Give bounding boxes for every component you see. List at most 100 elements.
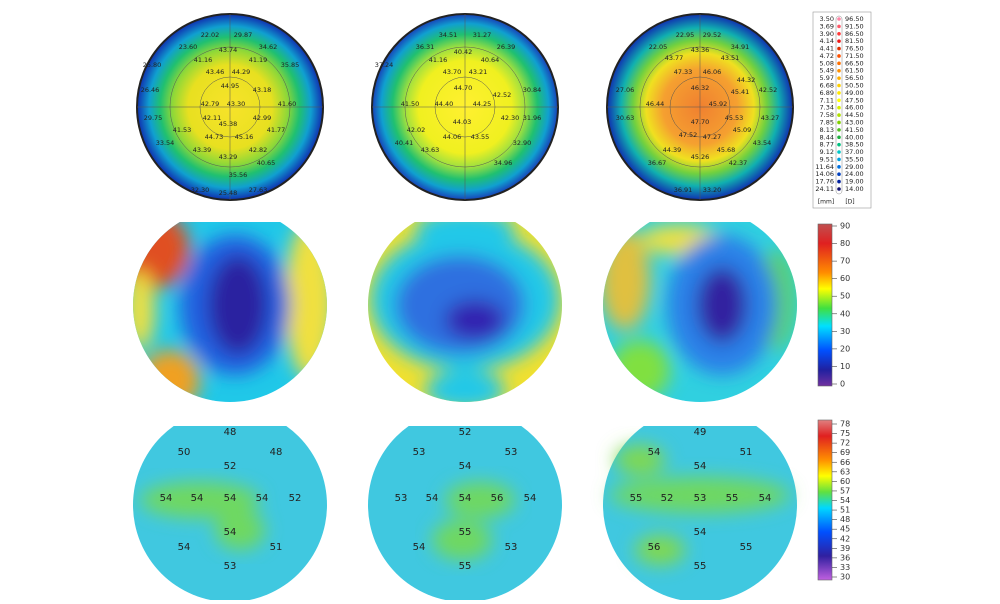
epithelium-value: 52 (661, 493, 674, 504)
scale-swatch (837, 46, 841, 51)
topography-value: 43.74 (219, 46, 238, 54)
topography-value: 41.77 (267, 126, 286, 134)
topography-value: 44.32 (737, 76, 756, 84)
tick-label: 80 (840, 239, 850, 248)
tick-label: 40 (840, 309, 850, 318)
topography-value: 42.52 (759, 86, 778, 94)
topography-value: 45.41 (731, 88, 750, 96)
topography-value: 45.53 (725, 114, 744, 122)
mm-label: 11.64 (815, 163, 834, 171)
topography-value: 34.51 (439, 31, 458, 39)
topography-value: 43.30 (227, 100, 246, 108)
epithelium-value: 48 (224, 427, 237, 438)
topography-value: 44.73 (205, 133, 224, 141)
diopter-label: 76.50 (845, 45, 864, 53)
topography-value: 42.82 (249, 146, 268, 154)
diopter-label: 14.00 (845, 185, 864, 193)
scale-swatch (837, 142, 841, 147)
topography-value: 33.54 (156, 139, 175, 147)
tick-label: 54 (840, 496, 850, 505)
thickness-map (133, 222, 327, 402)
diopter-label: 24.00 (845, 170, 864, 178)
epithelium-value: 51 (270, 542, 283, 553)
mm-label: 7.34 (820, 104, 834, 112)
epithelium-value: 53 (505, 447, 518, 458)
topography-value: 43.77 (665, 54, 684, 62)
topography-value: 35.56 (229, 171, 248, 179)
diopter-label: 56.50 (845, 74, 864, 82)
scale-swatch (837, 31, 841, 36)
tick-label: 51 (840, 506, 850, 515)
mm-label: 6.89 (820, 89, 834, 97)
epithelium-value: 54 (178, 542, 191, 553)
epithelium-value: 54 (759, 493, 772, 504)
topography-value: 34.62 (259, 43, 278, 51)
topography-value: 46.44 (646, 100, 665, 108)
scale-swatch (837, 128, 841, 132)
epithelium-value: 50 (178, 447, 191, 458)
diopter-label: 41.50 (845, 126, 864, 134)
scale-swatch (837, 24, 841, 29)
tick-label: 57 (840, 486, 850, 495)
mm-label: 8.77 (820, 141, 834, 149)
tick-label: 10 (840, 362, 850, 371)
topography-value: 43.46 (206, 68, 225, 76)
topography-value: 40.64 (481, 56, 500, 64)
mm-label: 3.50 (820, 15, 834, 23)
mm-label: 3.90 (820, 30, 834, 38)
epithelium-value: 53 (224, 561, 237, 572)
topography-value: 41.16 (194, 56, 213, 64)
epithelium-value: 53 (413, 447, 426, 458)
topography-value: 44.06 (443, 133, 462, 141)
scale-swatch (837, 39, 841, 43)
topography-value: 31.96 (523, 114, 542, 122)
diopter-label: 46.00 (845, 104, 864, 112)
epithelium-value: 54 (160, 493, 173, 504)
diopter-label: 81.50 (845, 37, 864, 45)
topography-value: 42.52 (493, 91, 512, 99)
topography-value: 43.18 (253, 86, 272, 94)
mm-label: 14.06 (815, 170, 834, 178)
bottom-row (133, 426, 797, 602)
topography-value: 22.95 (676, 31, 695, 39)
topography-value: 30.84 (523, 86, 542, 94)
diopter-label: 91.50 (845, 22, 864, 30)
topography-value: 45.92 (709, 100, 728, 108)
topography-value: 45.09 (733, 126, 752, 134)
tick-label: 66 (840, 458, 850, 467)
mm-label: 4.72 (820, 52, 834, 60)
diopter-label: 71.50 (845, 52, 864, 60)
diopter-unit: [D] (845, 199, 854, 206)
topography-value: 42.02 (407, 126, 426, 134)
topography-value: 27.06 (616, 86, 635, 94)
topography-value: 44.39 (663, 146, 682, 154)
topography-value: 40.41 (395, 139, 414, 147)
thickness-map (603, 222, 797, 402)
mm-label: 5.49 (820, 67, 834, 75)
scale-swatch (837, 76, 841, 80)
epithelium-value: 55 (459, 527, 472, 538)
topography-value: 46.32 (691, 84, 710, 92)
topography-value: 32.30 (191, 186, 210, 194)
epithelium-value: 54 (694, 527, 707, 538)
topography-value: 29.87 (234, 31, 253, 39)
epithelium-value: 53 (694, 493, 707, 504)
scale-bar (835, 15, 843, 195)
epithelium-value: 54 (648, 447, 661, 458)
diopter-label: 50.50 (845, 82, 864, 90)
scale-swatch (837, 179, 841, 184)
topography-value: 33.20 (703, 186, 722, 194)
tick-label: 39 (840, 544, 850, 553)
topography-value: 42.11 (203, 114, 222, 122)
topography-value: 45.38 (219, 120, 238, 128)
topography-value: 36.67 (648, 159, 667, 167)
topography-value: 43.51 (721, 54, 740, 62)
mm-label: 6.68 (820, 82, 834, 90)
diopter-label: 40.00 (845, 133, 864, 141)
mm-label: 9.12 (820, 148, 834, 156)
epithelium-value: 55 (726, 493, 739, 504)
topography-value: 26.39 (497, 43, 516, 51)
diopter-label: 61.50 (845, 67, 864, 75)
mm-label: 7.85 (820, 118, 834, 126)
